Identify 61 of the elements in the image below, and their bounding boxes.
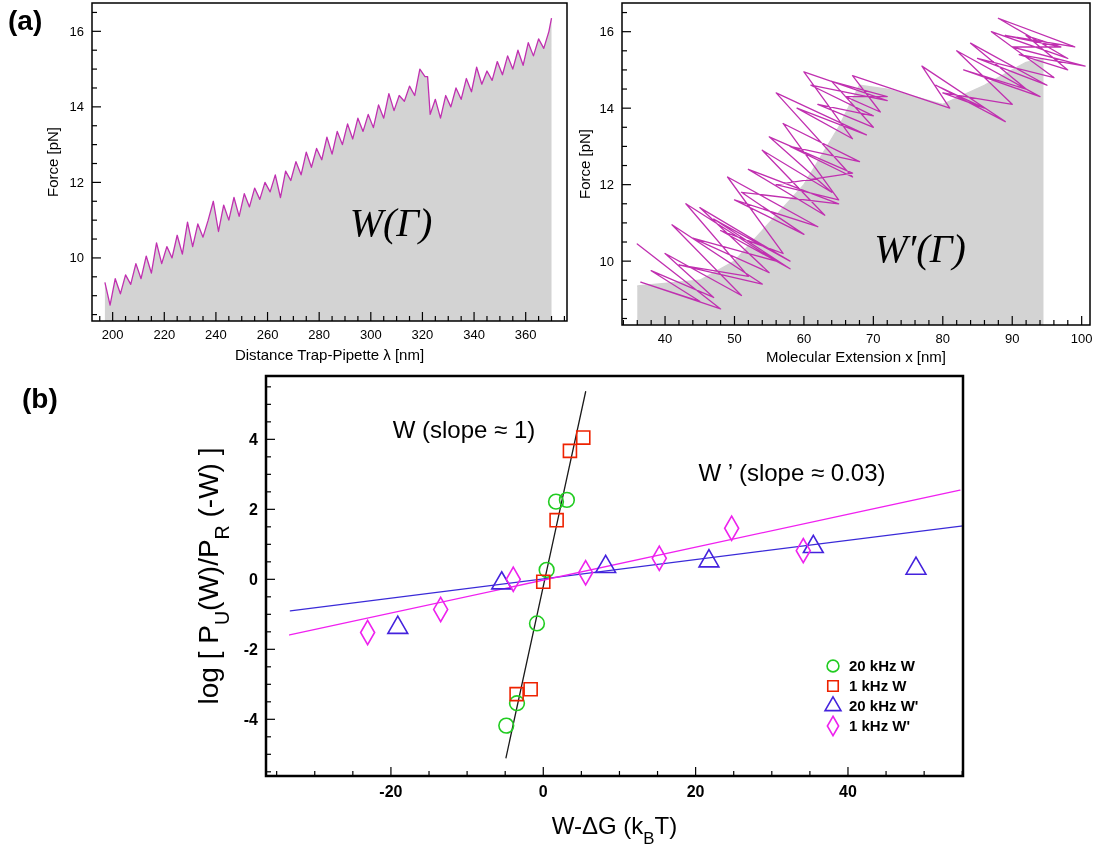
x-tick-label: 260 xyxy=(256,327,279,342)
x-tick-label: 340 xyxy=(463,327,485,342)
point xyxy=(509,686,524,702)
y-tick-label: 14 xyxy=(599,100,614,116)
x-tick-label: -20 xyxy=(379,783,403,800)
x-tick-label: 20 xyxy=(686,783,705,800)
point xyxy=(562,443,578,459)
point xyxy=(498,717,515,734)
x-tick-label: 90 xyxy=(1005,331,1020,346)
y-tick-label: 16 xyxy=(599,24,614,40)
y-tick-label: 2 xyxy=(249,500,259,518)
point xyxy=(538,561,555,579)
annotation: W ’ (slope ≈ 0.03) xyxy=(698,459,886,487)
legend-label: 20 kHz W' xyxy=(849,697,919,715)
point xyxy=(528,615,546,632)
point xyxy=(508,695,526,712)
x-tick-label: 50 xyxy=(727,331,742,346)
legend-label: 1 kHz W' xyxy=(849,717,911,735)
x-tick-label: 320 xyxy=(411,327,434,342)
x-tick-label: 100 xyxy=(1070,331,1093,346)
legend-label: 1 kHz W xyxy=(849,677,908,695)
y-tick-label: 10 xyxy=(69,250,84,266)
x-tick-label: 280 xyxy=(308,327,331,342)
x-tick-label: 360 xyxy=(514,327,537,342)
y-tick-label: 10 xyxy=(599,253,614,269)
x-tick-label: 80 xyxy=(935,331,951,346)
point xyxy=(547,493,565,510)
y-tick-label: 14 xyxy=(69,99,84,115)
x-axis-title: Distance Trap-Pipette λ [nm] xyxy=(234,346,425,363)
y-tick-label: 0 xyxy=(249,570,259,588)
y-tick-label: 12 xyxy=(69,174,84,190)
y-tick-label: -4 xyxy=(243,710,259,728)
x-tick-label: 0 xyxy=(538,783,548,800)
annotation: W (slope ≈ 1) xyxy=(392,416,536,444)
point xyxy=(575,430,591,445)
x-tick-label: 60 xyxy=(796,331,812,346)
point xyxy=(535,574,551,590)
y-tick-label: 16 xyxy=(69,23,84,39)
x-tick-label: 40 xyxy=(657,331,673,346)
text: (a) xyxy=(8,5,43,36)
point xyxy=(558,491,576,509)
y-tick-label: 4 xyxy=(249,430,259,448)
x-tick-label: 240 xyxy=(205,327,227,342)
x-axis-title: W-ΔG (k$_{B}$T) xyxy=(551,812,678,848)
y-axis-title: Force [pN] xyxy=(576,128,593,200)
text: (b) xyxy=(22,383,58,414)
x-tick-label: 40 xyxy=(839,783,857,800)
point xyxy=(549,512,564,528)
line-series xyxy=(636,17,1086,310)
y-axis-title: Force [pN] xyxy=(44,126,61,198)
x-tick-label: 70 xyxy=(866,331,881,346)
annotation: W(Γ) xyxy=(349,200,433,245)
x-tick-label: 200 xyxy=(101,327,124,342)
y-tick-label: -2 xyxy=(243,640,259,658)
legend-label: 20 kHz W xyxy=(849,657,916,675)
x-axis-title: Molecular Extension x [nm] xyxy=(765,348,947,365)
annotation: W′(Γ) xyxy=(874,226,966,271)
point xyxy=(523,681,538,697)
x-tick-label: 220 xyxy=(153,327,176,342)
y-tick-label: 12 xyxy=(599,177,614,193)
x-tick-label: 300 xyxy=(359,327,382,342)
